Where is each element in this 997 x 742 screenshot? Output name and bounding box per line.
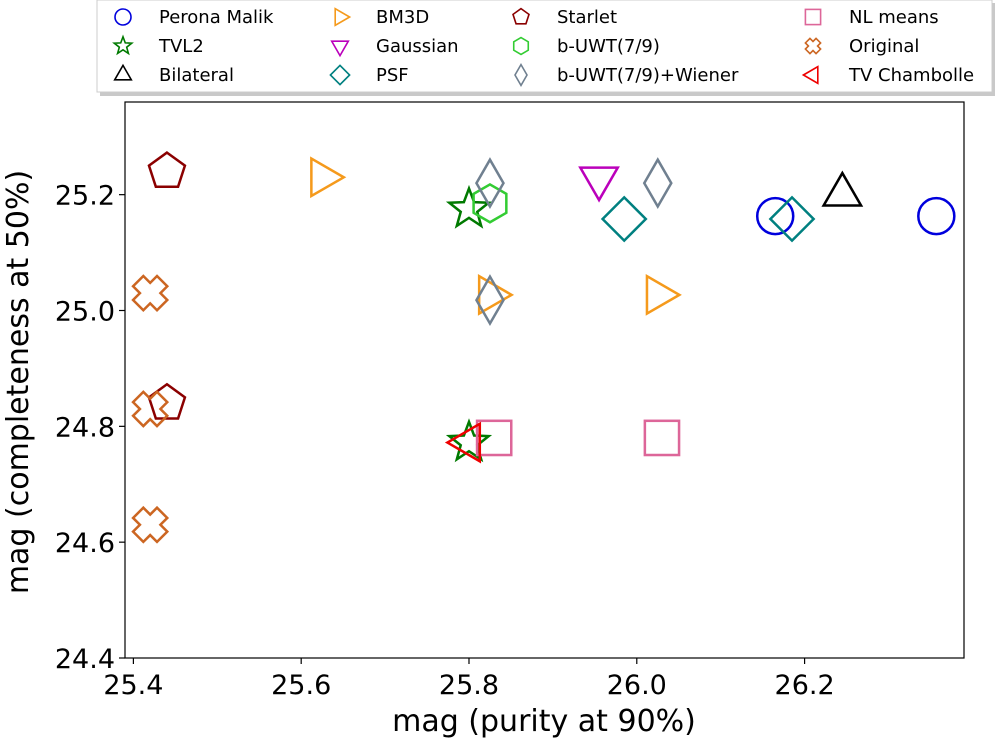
legend: Perona Malik TVL2 Bilateral BM3D Gaussian PSF…: [96, 0, 995, 96]
x-tick-label: 25.8: [439, 670, 499, 701]
point-nl-means: [475, 419, 513, 457]
legend-marker-bilateral: [113, 63, 133, 81]
legend-marker-tv-chambolle: [801, 65, 819, 85]
legend-label-nl-means: NL means: [849, 7, 939, 28]
legend-marker-b-uwt-7-9: [512, 36, 530, 56]
legend-marker-perona-malik: [114, 8, 132, 26]
point-perona-malik: [755, 196, 795, 236]
legend-label-b-uwt-7-9: b-UWT(7/9): [557, 36, 660, 57]
point-psf: [768, 195, 816, 243]
point-bm3d: [310, 156, 347, 199]
point-b-uwt-7-9: [472, 182, 508, 224]
point-gaussian: [578, 166, 620, 203]
point-tvl2: [445, 184, 493, 229]
legend-box: [96, 0, 993, 93]
legend-marker-original: [804, 37, 822, 55]
legend-marker-bm3d: [334, 7, 352, 27]
point-psf: [600, 195, 648, 243]
point-tvl2: [445, 418, 493, 463]
y-tick-label: 25.0: [55, 297, 115, 328]
legend-marker-tvl2: [112, 34, 134, 56]
y-tick-label: 24.4: [55, 644, 115, 675]
point-nl-means: [643, 419, 681, 457]
plot-frame: [124, 101, 965, 659]
point-original: [131, 505, 170, 544]
legend-label-tvl2: TVL2: [158, 36, 204, 57]
legend-label-perona-malik: Perona Malik: [159, 7, 274, 28]
y-tick-label: 25.2: [55, 181, 115, 212]
point-perona-malik: [917, 196, 956, 236]
legend-label-gaussian: Gaussian: [376, 36, 459, 57]
x-tick-label: 26.2: [775, 670, 835, 701]
point-starlet: [147, 151, 187, 189]
legend-marker-gaussian: [330, 40, 350, 58]
point-b-uwt-7-9-wiener: [475, 157, 505, 210]
legend-label-original: Original: [849, 36, 919, 57]
x-tick-label: 25.4: [103, 670, 163, 701]
point-bm3d: [645, 273, 682, 316]
point-original: [131, 274, 170, 313]
point-tv-chambolle: [444, 421, 482, 464]
legend-label-tv-chambolle: TV Chambolle: [848, 65, 974, 86]
x-axis-label: mag (purity at 90%): [392, 704, 696, 739]
point-b-uwt-7-9-wiener: [642, 157, 673, 210]
legend-label-b-uwt-7-9-wiener: b-UWT(7/9)+Wiener: [557, 65, 739, 86]
x-tick-label: 26.0: [607, 670, 667, 701]
point-bm3d: [477, 273, 515, 316]
legend-marker-starlet: [512, 7, 530, 25]
point-b-uwt-7-9-wiener: [475, 274, 505, 326]
legend-marker-nl-means: [804, 8, 822, 26]
y-axis-label: mag (completeness at 50%): [1, 170, 36, 594]
legend-label-bilateral: Bilateral: [159, 65, 234, 86]
y-tick-label: 24.8: [55, 412, 115, 443]
legend-marker-psf: [329, 64, 351, 86]
point-bilateral: [821, 170, 864, 207]
legend-marker-b-uwt-7-9-wiener: [514, 62, 528, 88]
x-tick-label: 25.6: [271, 670, 331, 701]
legend-label-psf: PSF: [376, 65, 409, 86]
point-original: [131, 390, 170, 428]
legend-label-bm3d: BM3D: [376, 7, 429, 28]
legend-label-starlet: Starlet: [557, 7, 617, 28]
y-tick-label: 24.6: [55, 528, 115, 559]
